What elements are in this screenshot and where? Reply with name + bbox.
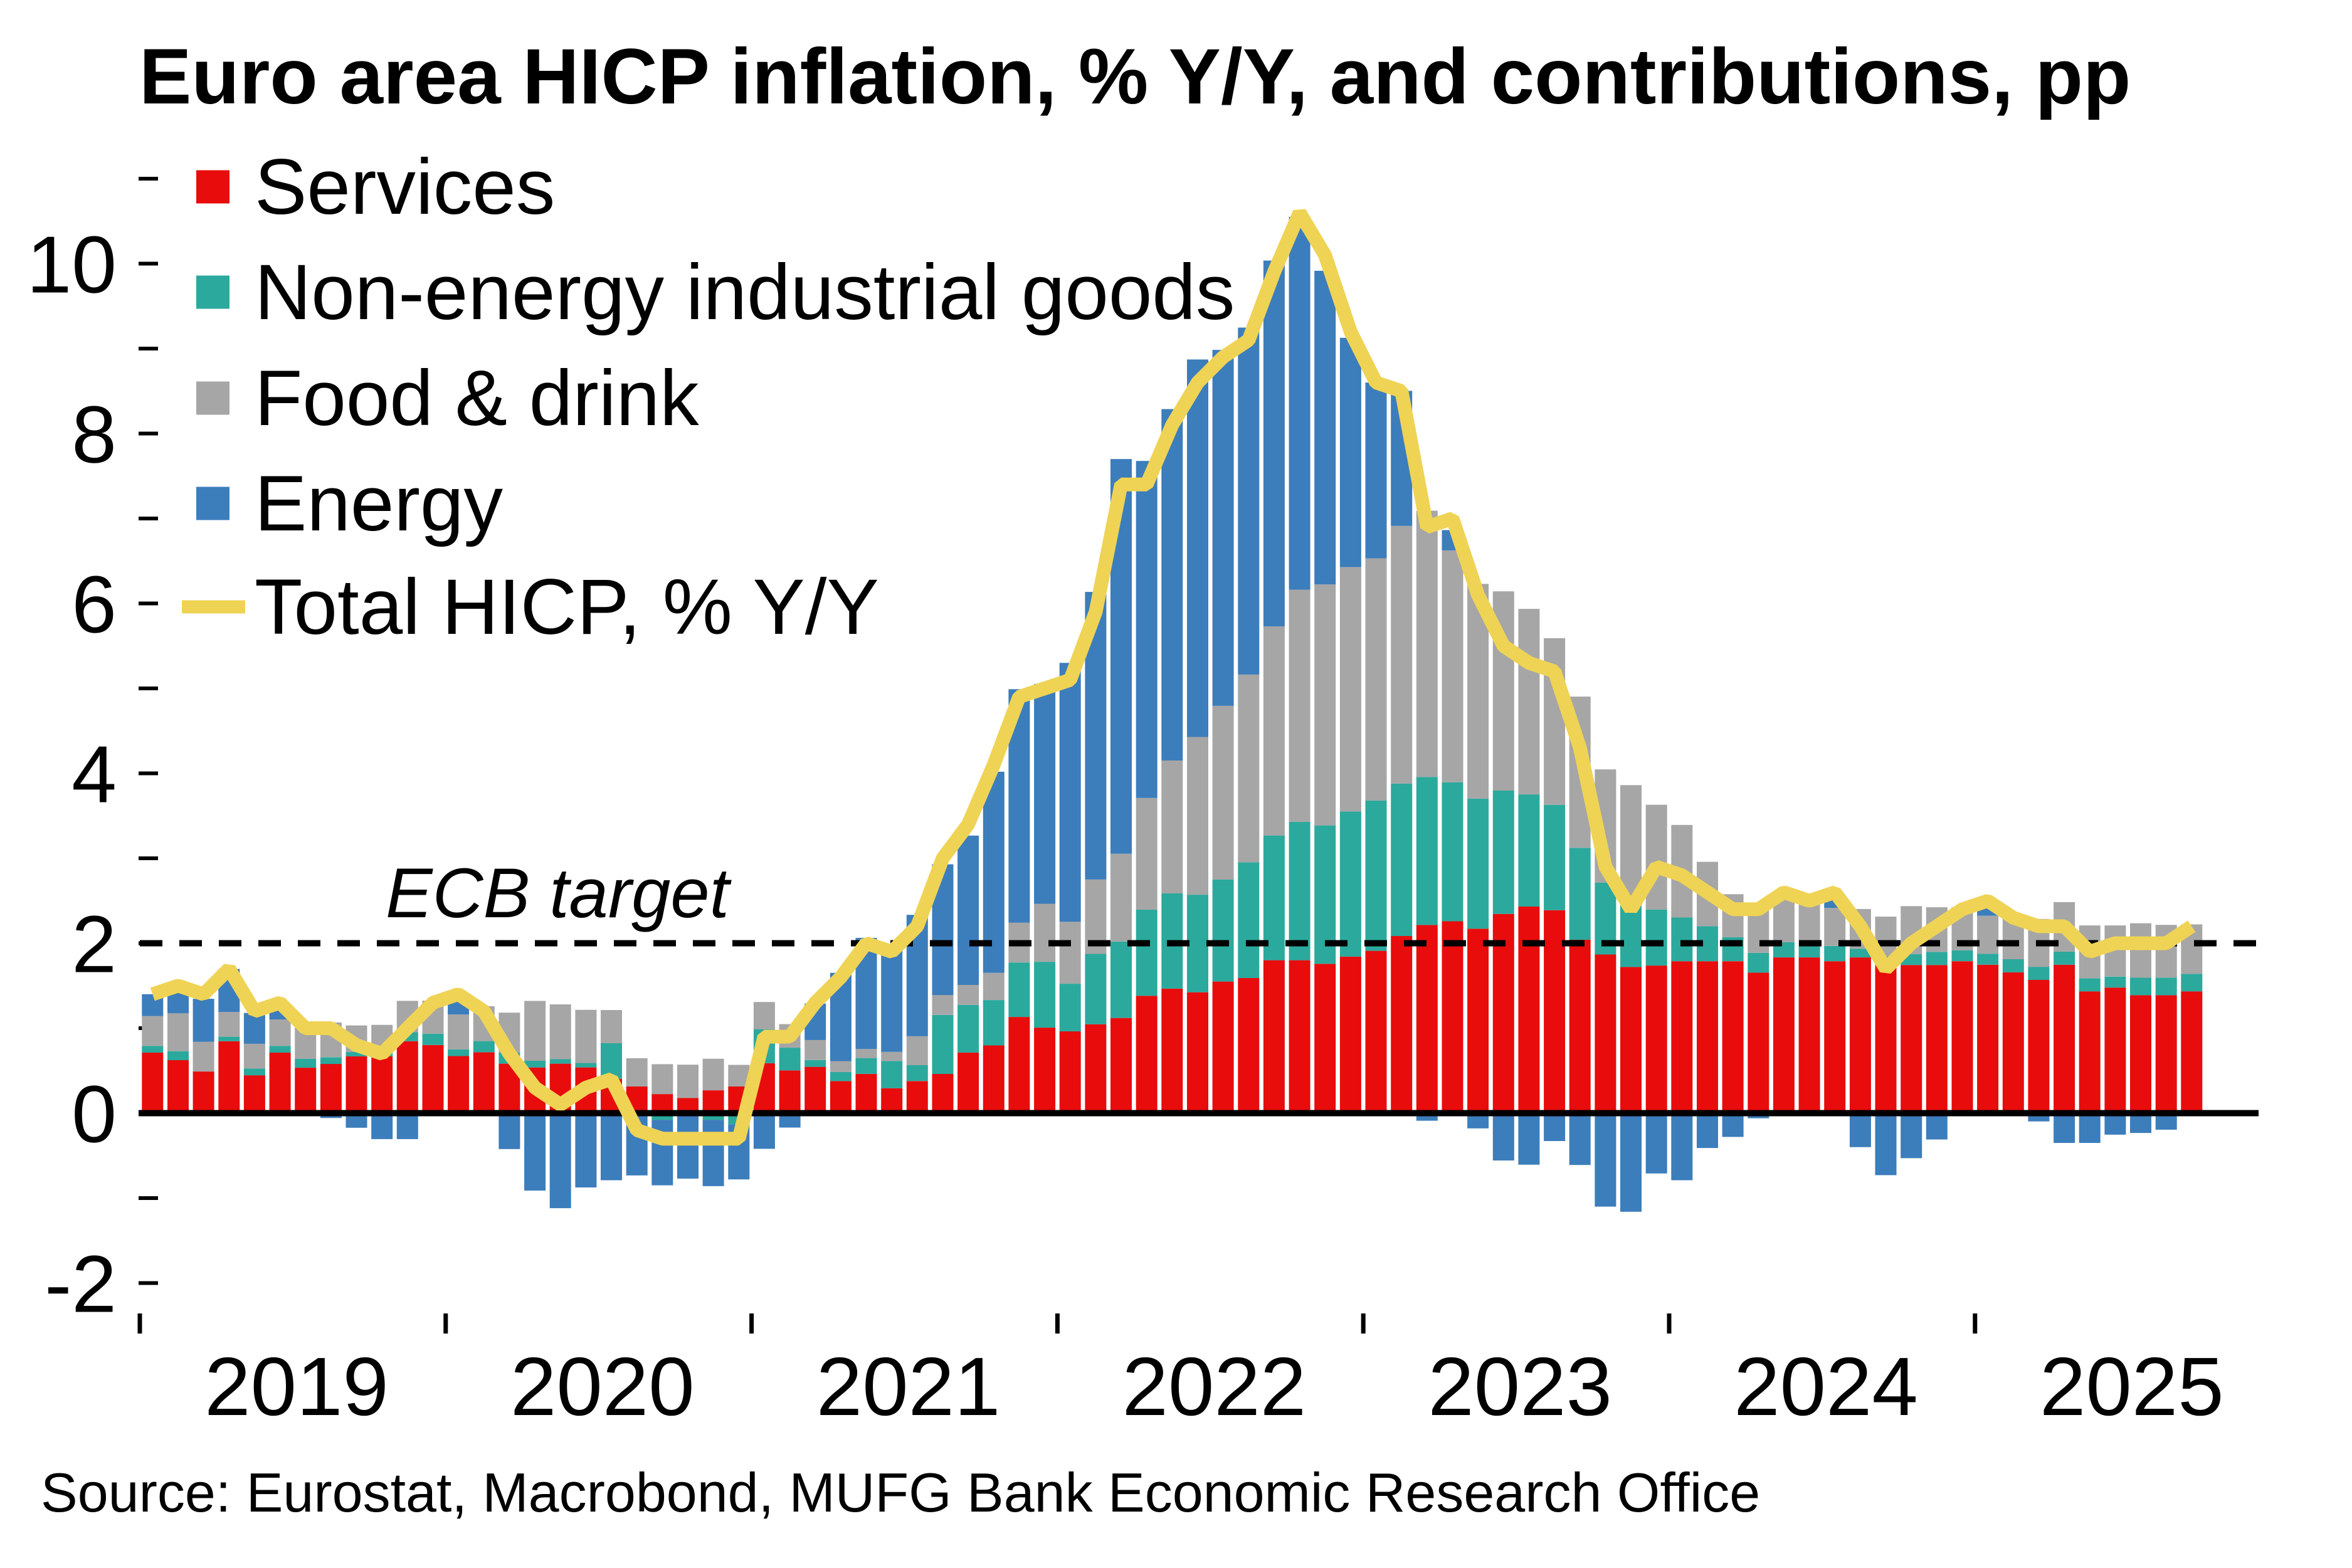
svg-text:2025: 2025 (2040, 1340, 2224, 1433)
svg-text:2020: 2020 (510, 1340, 695, 1433)
svg-text:2021: 2021 (816, 1340, 1001, 1433)
svg-text:6: 6 (71, 560, 117, 650)
svg-text:2: 2 (71, 900, 117, 990)
svg-text:-2: -2 (45, 1239, 117, 1330)
svg-text:4: 4 (71, 730, 117, 820)
svg-text:0: 0 (71, 1070, 117, 1160)
svg-text:Services: Services (255, 144, 555, 231)
svg-text:ECB target: ECB target (386, 854, 732, 932)
svg-text:Total HICP, % Y/Y: Total HICP, % Y/Y (255, 564, 879, 651)
svg-text:2022: 2022 (1122, 1340, 1307, 1433)
svg-text:Source: Eurostat, Macrobond, M: Source: Eurostat, Macrobond, MUFG Bank E… (41, 1461, 1760, 1523)
svg-text:Food & drink: Food & drink (255, 355, 699, 442)
svg-text:10: 10 (27, 220, 117, 310)
svg-text:Non-energy industrial goods: Non-energy industrial goods (255, 249, 1235, 336)
svg-text:2019: 2019 (204, 1340, 389, 1433)
svg-text:2023: 2023 (1428, 1340, 1612, 1433)
svg-text:Euro area HICP inflation, % Y/: Euro area HICP inflation, % Y/Y, and con… (139, 33, 2131, 120)
svg-text:2024: 2024 (1734, 1340, 1918, 1433)
svg-text:8: 8 (71, 390, 117, 480)
svg-text:Energy: Energy (255, 460, 504, 547)
